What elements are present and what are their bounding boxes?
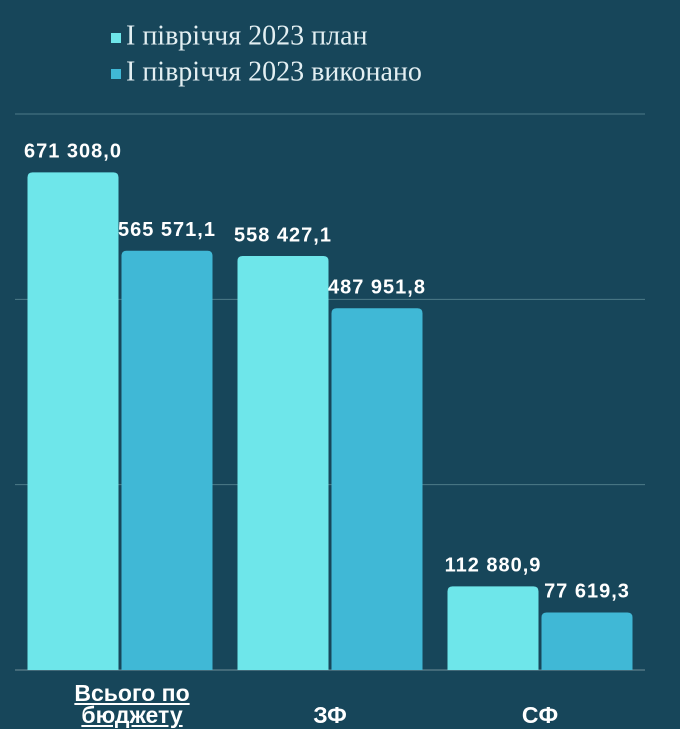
value-label: 77 619,3: [544, 581, 630, 603]
legend-swatch: [111, 69, 121, 79]
bar: [237, 256, 329, 670]
bar: [541, 612, 633, 670]
legend-label: І півріччя 2023 виконано: [126, 56, 422, 87]
bar: [447, 586, 539, 670]
bar: [27, 172, 119, 670]
x-tick-label: СФ: [521, 702, 559, 728]
legend-swatch: [111, 33, 121, 43]
value-label: 487 951,8: [328, 277, 426, 299]
value-label: 112 880,9: [445, 555, 542, 577]
bar: [331, 308, 423, 670]
x-tick-label: ЗФ: [313, 702, 347, 728]
value-label: 558 427,1: [234, 224, 332, 246]
bar: [121, 250, 213, 670]
value-label: 565 571,1: [118, 219, 216, 241]
value-label: 671 308,0: [24, 141, 122, 163]
x-tick-label: Всього по бюджету: [74, 680, 190, 728]
legend-label: І півріччя 2023 план: [126, 20, 368, 51]
